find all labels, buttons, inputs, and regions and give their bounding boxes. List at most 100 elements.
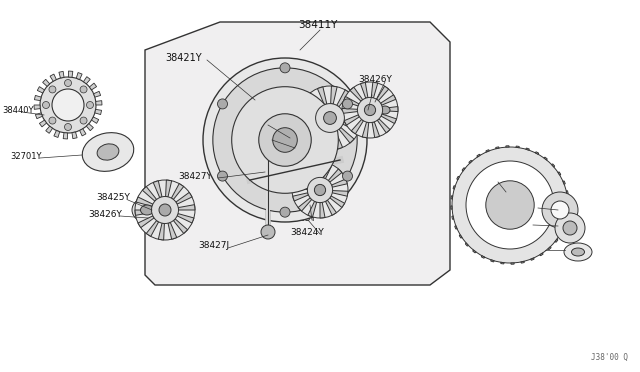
Text: 38425Y: 38425Y bbox=[96, 192, 130, 202]
Polygon shape bbox=[372, 122, 380, 138]
Polygon shape bbox=[298, 118, 316, 124]
Polygon shape bbox=[331, 86, 337, 104]
Polygon shape bbox=[555, 239, 558, 242]
Polygon shape bbox=[295, 173, 310, 184]
Circle shape bbox=[452, 147, 568, 263]
Polygon shape bbox=[303, 165, 314, 180]
Polygon shape bbox=[145, 22, 450, 285]
Polygon shape bbox=[306, 93, 321, 109]
Polygon shape bbox=[158, 223, 164, 240]
Circle shape bbox=[324, 112, 337, 124]
Circle shape bbox=[563, 221, 577, 235]
Polygon shape bbox=[93, 91, 100, 97]
Ellipse shape bbox=[141, 205, 154, 215]
Circle shape bbox=[218, 99, 227, 109]
Text: 38411Y: 38411Y bbox=[298, 20, 337, 30]
Polygon shape bbox=[90, 83, 97, 90]
Polygon shape bbox=[339, 128, 354, 143]
Polygon shape bbox=[473, 250, 476, 253]
Circle shape bbox=[316, 103, 344, 132]
Polygon shape bbox=[34, 105, 40, 109]
Polygon shape bbox=[481, 256, 485, 258]
Text: 38424Y: 38424Y bbox=[238, 118, 272, 126]
Polygon shape bbox=[92, 117, 99, 124]
Circle shape bbox=[357, 97, 383, 123]
Polygon shape bbox=[362, 122, 369, 138]
Circle shape bbox=[314, 185, 326, 196]
Polygon shape bbox=[469, 160, 472, 163]
Circle shape bbox=[159, 204, 171, 216]
Circle shape bbox=[52, 89, 84, 121]
Ellipse shape bbox=[380, 106, 390, 114]
Polygon shape bbox=[35, 96, 41, 100]
Polygon shape bbox=[381, 95, 396, 105]
Circle shape bbox=[86, 102, 93, 109]
Polygon shape bbox=[525, 148, 529, 150]
Circle shape bbox=[65, 124, 72, 131]
Polygon shape bbox=[143, 186, 157, 201]
Polygon shape bbox=[558, 172, 561, 175]
Polygon shape bbox=[566, 191, 568, 194]
Circle shape bbox=[486, 181, 534, 229]
Polygon shape bbox=[453, 186, 455, 189]
Polygon shape bbox=[298, 198, 312, 211]
Ellipse shape bbox=[97, 144, 119, 160]
Polygon shape bbox=[337, 90, 350, 107]
Polygon shape bbox=[317, 87, 327, 105]
Text: 38102Y: 38102Y bbox=[508, 202, 542, 211]
Text: 38427Y: 38427Y bbox=[178, 171, 212, 180]
Polygon shape bbox=[59, 71, 64, 78]
Text: 38101Y: 38101Y bbox=[468, 174, 502, 183]
Polygon shape bbox=[147, 221, 159, 237]
Circle shape bbox=[466, 161, 554, 249]
Polygon shape bbox=[344, 115, 360, 125]
Text: 32701Y: 32701Y bbox=[10, 151, 42, 160]
Circle shape bbox=[152, 196, 179, 224]
Polygon shape bbox=[496, 147, 499, 149]
Circle shape bbox=[80, 117, 87, 124]
Polygon shape bbox=[332, 190, 348, 196]
Polygon shape bbox=[308, 201, 317, 217]
Text: 38423Y: 38423Y bbox=[282, 214, 316, 222]
Polygon shape bbox=[360, 82, 368, 98]
Polygon shape bbox=[344, 96, 359, 106]
Circle shape bbox=[135, 180, 195, 240]
Polygon shape bbox=[451, 196, 452, 199]
Circle shape bbox=[273, 128, 298, 152]
Polygon shape bbox=[292, 184, 308, 189]
Polygon shape bbox=[383, 106, 398, 112]
Polygon shape bbox=[330, 196, 345, 208]
Text: 38427J: 38427J bbox=[198, 241, 229, 250]
Ellipse shape bbox=[572, 248, 584, 256]
Polygon shape bbox=[323, 132, 330, 150]
Polygon shape bbox=[138, 216, 154, 228]
Polygon shape bbox=[177, 214, 194, 223]
Text: 38426Y: 38426Y bbox=[88, 209, 122, 218]
Text: 38426Y: 38426Y bbox=[358, 74, 392, 83]
Polygon shape bbox=[457, 176, 460, 180]
Polygon shape bbox=[35, 113, 42, 119]
Polygon shape bbox=[333, 131, 342, 149]
Polygon shape bbox=[310, 129, 323, 146]
Polygon shape bbox=[350, 87, 363, 101]
Polygon shape bbox=[168, 222, 177, 239]
Polygon shape bbox=[76, 73, 82, 80]
Polygon shape bbox=[299, 104, 317, 114]
Polygon shape bbox=[136, 197, 153, 206]
Circle shape bbox=[280, 207, 290, 217]
Circle shape bbox=[232, 87, 339, 193]
Text: J38'00 Q: J38'00 Q bbox=[591, 353, 628, 362]
Circle shape bbox=[342, 99, 353, 109]
Circle shape bbox=[49, 117, 56, 124]
Polygon shape bbox=[292, 193, 308, 201]
Polygon shape bbox=[37, 87, 44, 93]
Polygon shape bbox=[342, 108, 358, 113]
Polygon shape bbox=[491, 260, 494, 262]
Circle shape bbox=[218, 171, 227, 181]
Polygon shape bbox=[176, 192, 192, 204]
Polygon shape bbox=[378, 119, 390, 133]
Polygon shape bbox=[43, 79, 50, 86]
Polygon shape bbox=[179, 205, 195, 210]
Polygon shape bbox=[50, 74, 56, 81]
Polygon shape bbox=[344, 112, 362, 118]
